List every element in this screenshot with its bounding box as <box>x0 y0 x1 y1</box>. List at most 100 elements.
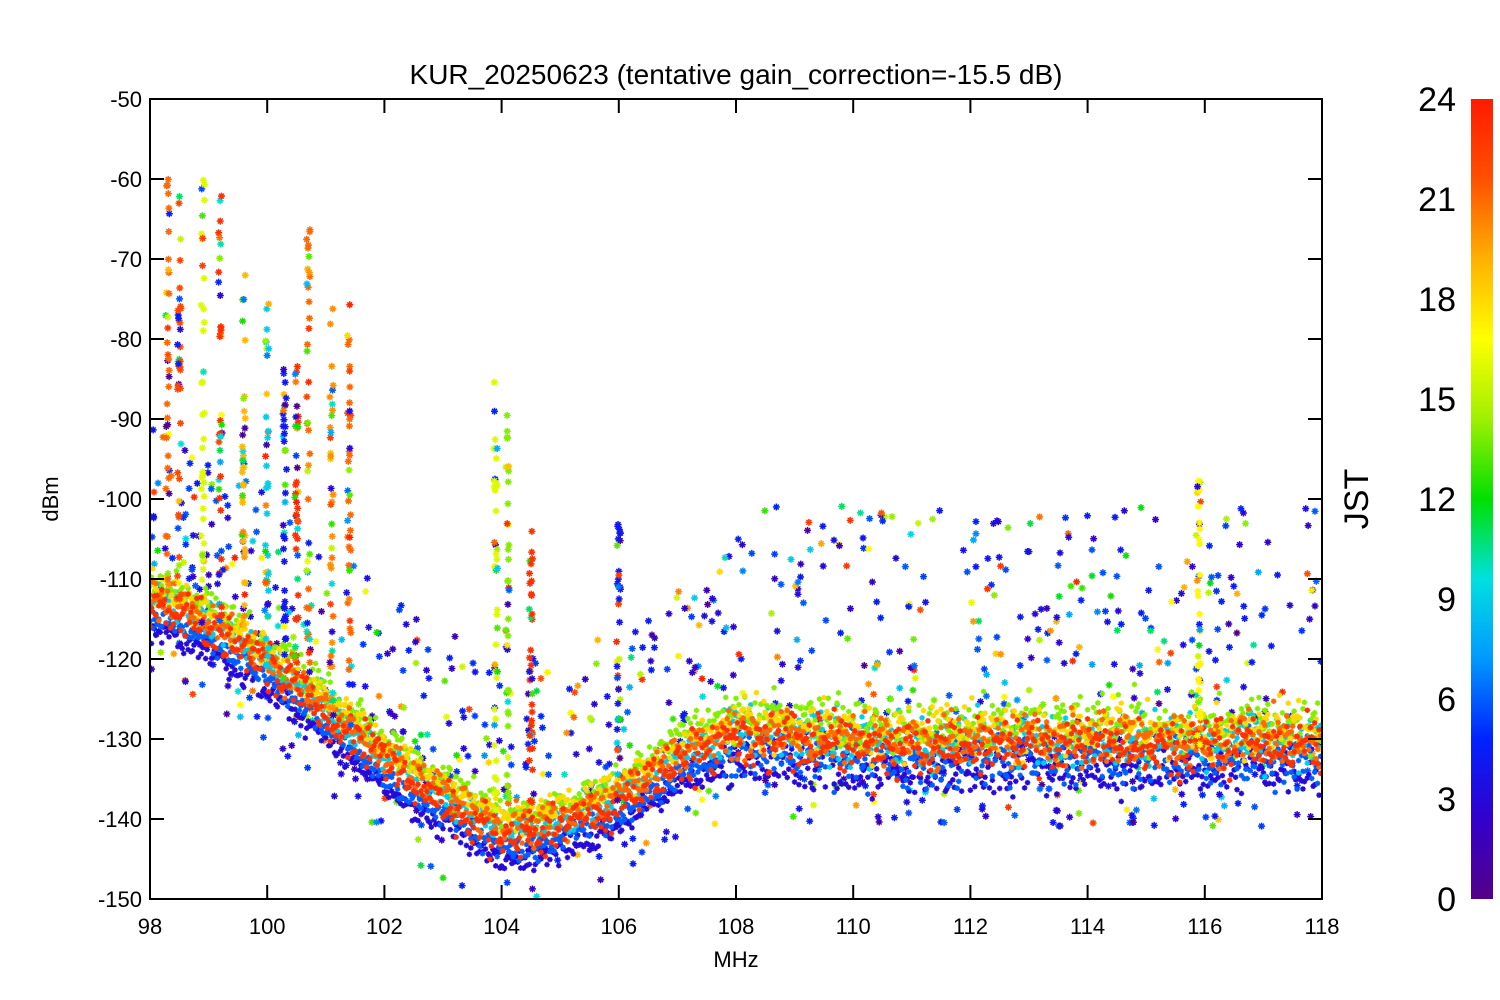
data-point <box>1248 726 1255 733</box>
data-point <box>1029 707 1035 714</box>
data-point <box>330 739 336 745</box>
data-point <box>859 714 865 720</box>
data-point <box>548 843 555 850</box>
data-point <box>1088 572 1096 580</box>
data-point <box>417 731 425 739</box>
data-point <box>1178 749 1185 756</box>
data-point <box>717 754 723 761</box>
data-point <box>904 697 912 705</box>
data-point <box>328 717 335 724</box>
data-point <box>284 703 291 710</box>
data-point <box>720 684 728 692</box>
data-point <box>405 646 413 654</box>
data-point <box>565 685 573 693</box>
data-point <box>249 537 257 545</box>
data-point <box>905 809 913 817</box>
data-point <box>788 746 795 752</box>
data-point <box>270 686 276 693</box>
data-point <box>737 762 744 769</box>
data-point <box>1093 762 1100 769</box>
data-point <box>711 717 717 724</box>
data-point <box>296 707 303 714</box>
data-point <box>425 807 432 814</box>
data-point <box>1109 716 1116 722</box>
data-point <box>553 836 559 842</box>
data-point <box>756 712 763 718</box>
data-point <box>722 624 730 632</box>
data-point <box>614 820 621 827</box>
data-point <box>525 804 531 810</box>
data-point <box>708 728 714 735</box>
data-point <box>1117 546 1125 554</box>
data-point <box>347 701 354 707</box>
data-point <box>1160 765 1167 772</box>
data-point <box>1092 743 1098 749</box>
data-point <box>992 757 999 764</box>
data-point <box>1212 770 1218 776</box>
data-point <box>942 788 949 795</box>
data-point <box>894 733 900 740</box>
data-point <box>267 677 273 684</box>
data-point <box>1215 790 1223 798</box>
data-point <box>637 811 644 818</box>
data-point <box>789 813 797 821</box>
data-point <box>1016 613 1024 621</box>
data-point <box>1074 702 1081 708</box>
data-point <box>605 760 613 768</box>
data-point <box>342 733 348 740</box>
data-point <box>340 753 347 759</box>
data-point <box>181 678 189 686</box>
data-point <box>1115 735 1123 743</box>
data-point <box>501 813 508 820</box>
data-point <box>793 703 799 710</box>
data-point <box>242 477 250 485</box>
data-point <box>321 684 328 691</box>
data-point <box>516 811 522 817</box>
data-point <box>862 756 868 762</box>
data-point <box>952 708 960 716</box>
data-point <box>1216 757 1223 764</box>
data-point <box>907 664 915 672</box>
data-point <box>551 790 558 797</box>
data-point <box>667 755 673 761</box>
data-point <box>698 765 704 771</box>
data-point <box>393 732 399 739</box>
data-point <box>961 704 968 710</box>
data-point <box>642 839 650 847</box>
data-point <box>536 836 543 842</box>
data-point <box>897 709 903 715</box>
data-point <box>284 658 291 664</box>
data-point <box>1023 748 1029 755</box>
data-point <box>1284 741 1290 748</box>
data-point <box>954 732 961 739</box>
data-point <box>655 802 662 808</box>
data-point <box>308 678 314 685</box>
data-point <box>1058 707 1065 714</box>
data-point <box>1108 774 1114 780</box>
data-point <box>188 595 194 602</box>
data-point <box>501 844 508 851</box>
data-point <box>831 750 837 757</box>
data-point <box>945 727 952 734</box>
data-point <box>1128 725 1135 731</box>
data-point <box>274 673 281 680</box>
data-point <box>933 725 940 732</box>
data-point <box>856 700 862 706</box>
data-point <box>1073 782 1079 788</box>
data-point <box>315 729 322 736</box>
data-point <box>1087 721 1094 727</box>
data-point <box>267 697 273 704</box>
data-point <box>274 663 281 669</box>
data-point <box>1146 763 1152 769</box>
data-point <box>967 759 974 766</box>
data-point <box>969 536 977 544</box>
data-point <box>753 731 760 737</box>
data-point <box>1088 661 1096 669</box>
data-point <box>1264 701 1271 708</box>
data-point <box>252 506 260 514</box>
data-point <box>1052 694 1060 702</box>
data-point <box>318 737 325 744</box>
data-point <box>604 775 610 782</box>
data-point <box>777 677 785 685</box>
data-point <box>1200 781 1207 788</box>
